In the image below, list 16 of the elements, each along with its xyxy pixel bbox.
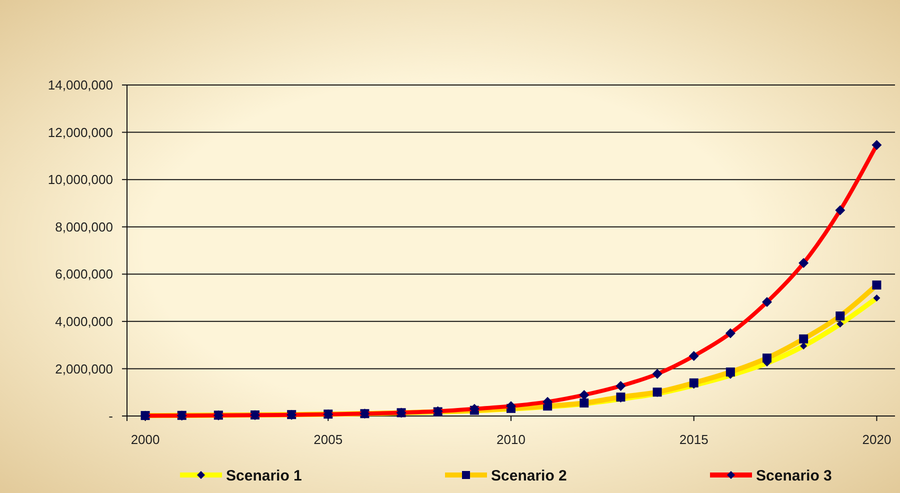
y-tick-label: 8,000,000 bbox=[55, 219, 113, 234]
y-tick-label: 2,000,000 bbox=[55, 361, 113, 376]
legend-label: Scenario 3 bbox=[756, 467, 832, 484]
legend-label: Scenario 1 bbox=[226, 467, 302, 484]
y-tick-label: 6,000,000 bbox=[55, 266, 113, 282]
y-tick-label: 12,000,000 bbox=[48, 124, 113, 140]
y-tick-label: 10,000,000 bbox=[48, 172, 113, 188]
y-tick-label: - bbox=[108, 408, 113, 424]
x-tick-label: 2000 bbox=[130, 432, 160, 447]
x-tick-label: 2005 bbox=[314, 432, 343, 447]
x-tick-label: 2010 bbox=[496, 432, 526, 447]
x-tick-label: 2015 bbox=[679, 432, 708, 447]
y-tick-label: 4,000,000 bbox=[55, 314, 113, 329]
legend-label: Scenario 2 bbox=[491, 467, 567, 484]
y-tick-label: 14,000,000 bbox=[48, 78, 113, 93]
x-tick-label: 2020 bbox=[862, 432, 892, 447]
